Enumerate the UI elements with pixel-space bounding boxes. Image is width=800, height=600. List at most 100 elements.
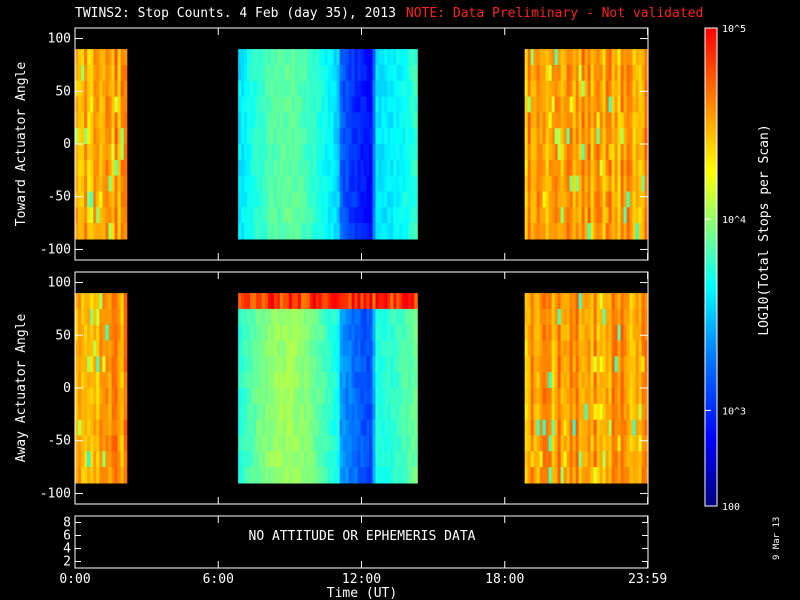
heatmap-cell: [123, 49, 128, 66]
heatmap-cell: [262, 356, 266, 373]
heatmap-cell: [321, 324, 326, 342]
heatmap-cell: [563, 144, 568, 161]
heatmap-cell: [381, 403, 385, 421]
heatmap-cell: [339, 112, 344, 129]
heatmap-cell: [102, 96, 107, 113]
heatmap-cell: [381, 49, 385, 66]
heatmap-cell: [336, 419, 341, 437]
heatmap-cell: [560, 175, 565, 193]
heatmap-cell: [530, 80, 535, 98]
heatmap-cell: [354, 49, 359, 66]
heatmap-cell: [626, 467, 631, 484]
heatmap-cell: [117, 451, 122, 468]
heatmap-cell: [635, 340, 640, 357]
heatmap-cell: [641, 324, 646, 342]
heatmap-cell: [84, 191, 88, 208]
heatmap-cell: [90, 388, 94, 405]
heatmap-cell: [381, 80, 385, 98]
heatmap-cell: [114, 112, 119, 129]
heatmap-cell: [632, 388, 637, 405]
heatmap-cell: [256, 49, 260, 66]
heatmap-cell: [569, 388, 574, 405]
heatmap-cell: [623, 96, 628, 113]
heatmap-cell: [342, 451, 347, 468]
heatmap-cell: [542, 191, 547, 208]
heatmap-cell: [111, 419, 116, 437]
heatmap-cell: [381, 451, 385, 468]
heatmap-cell: [238, 403, 242, 421]
heatmap-cell: [327, 80, 332, 98]
heatmap-cell: [360, 96, 365, 113]
heatmap-cell: [99, 175, 103, 193]
heatmap-cell: [608, 144, 613, 161]
heatmap-cell: [96, 96, 100, 113]
heatmap-cell: [641, 419, 646, 437]
heatmap-cell: [644, 96, 649, 113]
heatmap-cell: [354, 340, 359, 357]
heatmap-cell: [411, 96, 415, 113]
heatmap-cell: [285, 96, 290, 113]
heatmap-cell: [267, 451, 272, 468]
heatmap-cell: [369, 207, 374, 224]
heatmap-cell: [411, 223, 415, 240]
heatmap-cell: [372, 207, 377, 224]
heatmap-cell: [602, 435, 607, 452]
heatmap-cell: [602, 451, 607, 468]
heatmap-cell: [312, 223, 317, 240]
heatmap-cell: [629, 372, 634, 389]
heatmap-cell: [399, 324, 403, 342]
heatmap-cell: [360, 435, 365, 452]
heatmap-cell: [614, 324, 619, 342]
heatmap-cell: [605, 293, 610, 310]
heatmap-cell: [291, 191, 296, 208]
heatmap-cell: [548, 207, 553, 224]
heatmap-cell: [297, 128, 302, 145]
heatmap-cell: [524, 467, 529, 484]
heatmap-cell: [396, 435, 400, 452]
heatmap-cell: [584, 388, 589, 405]
heatmap-cell: [78, 175, 82, 193]
heatmap-cell: [111, 207, 116, 224]
heatmap-cell: [294, 372, 299, 389]
heatmap-cell: [581, 388, 586, 405]
heatmap-cell: [336, 356, 341, 373]
datestamp: 9 Mar 13: [772, 516, 782, 560]
heatmap-cell: [581, 128, 586, 145]
heatmap-cell: [584, 64, 589, 82]
heatmap-cell: [114, 324, 119, 342]
heatmap-cell: [560, 64, 565, 82]
heatmap-cell: [393, 159, 397, 177]
heatmap-cell: [327, 372, 332, 389]
heatmap-cell: [533, 191, 538, 208]
heatmap-cell: [253, 403, 257, 421]
heatmap-cell: [611, 175, 616, 193]
heatmap-cell: [351, 96, 356, 113]
heatmap-cell: [405, 191, 409, 208]
heatmap-cell: [247, 293, 251, 310]
heatmap-cell: [629, 419, 634, 437]
heatmap-cell: [641, 223, 646, 240]
heatmap-cell: [75, 419, 79, 437]
heatmap-cell: [247, 112, 251, 129]
heatmap-cell: [599, 356, 604, 373]
heatmap-cell: [384, 451, 388, 468]
heatmap-cell: [294, 159, 299, 177]
heatmap-cell: [78, 467, 82, 484]
heatmap-cell: [282, 388, 287, 405]
heatmap-cell: [581, 112, 586, 129]
heatmap-cell: [566, 388, 571, 405]
heatmap-cell: [369, 419, 374, 437]
heatmap-cell: [117, 324, 122, 342]
heatmap-cell: [93, 128, 97, 145]
heatmap-cell: [545, 419, 550, 437]
heatmap-cell: [345, 403, 350, 421]
heatmap-cell: [599, 80, 604, 98]
heatmap-cell: [623, 324, 628, 342]
heatmap-cell: [241, 144, 245, 161]
heatmap-cell: [276, 207, 281, 224]
heatmap-cell: [548, 324, 553, 342]
heatmap-cell: [111, 191, 116, 208]
heatmap-cell: [378, 159, 382, 177]
heatmap-cell: [78, 96, 82, 113]
heatmap-cell: [75, 308, 79, 326]
